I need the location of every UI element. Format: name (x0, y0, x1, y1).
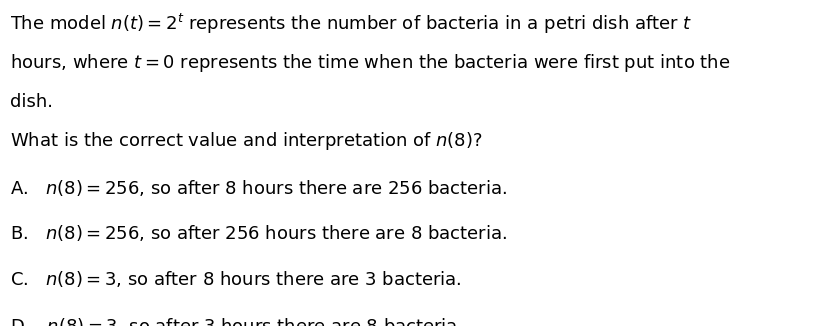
Text: A.   $n(8) = 256$, so after 8 hours there are 256 bacteria.: A. $n(8) = 256$, so after 8 hours there … (10, 178, 507, 198)
Text: B.   $n(8) = 256$, so after 256 hours there are 8 bacteria.: B. $n(8) = 256$, so after 256 hours ther… (10, 223, 507, 243)
Text: What is the correct value and interpretation of $n(8)$?: What is the correct value and interpreta… (10, 130, 482, 152)
Text: D.   $n(8) = 3$, so after 3 hours there are 8 bacteria.: D. $n(8) = 3$, so after 3 hours there ar… (10, 316, 462, 326)
Text: hours, where $t = 0$ represents the time when the bacteria were first put into t: hours, where $t = 0$ represents the time… (10, 52, 730, 74)
Text: dish.: dish. (10, 93, 53, 111)
Text: C.   $n(8) = 3$, so after 8 hours there are 3 bacteria.: C. $n(8) = 3$, so after 8 hours there ar… (10, 269, 461, 289)
Text: The model $n(t) = 2^t$ represents the number of bacteria in a petri dish after $: The model $n(t) = 2^t$ represents the nu… (10, 11, 691, 36)
